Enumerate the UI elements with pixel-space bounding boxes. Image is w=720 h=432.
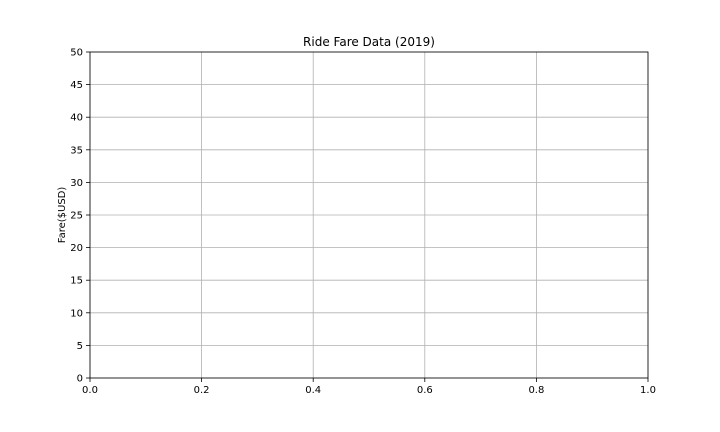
y-tick-label: 25 <box>70 211 83 222</box>
x-tick-label: 0.4 <box>305 385 321 396</box>
x-tick-label: 0.6 <box>417 385 433 396</box>
y-tick-label: 0 <box>77 374 83 385</box>
y-axis: 0 5 10 15 20 25 30 35 40 45 50 <box>70 48 90 385</box>
y-tick-label: 15 <box>70 276 83 287</box>
y-tick-label: 30 <box>70 178 83 189</box>
grid <box>89 51 649 379</box>
y-tick-label: 35 <box>70 145 83 156</box>
y-tick-label: 45 <box>70 80 83 91</box>
x-tick-label: 1.0 <box>640 385 656 396</box>
y-tick-label: 40 <box>70 113 83 124</box>
y-tick-label: 50 <box>70 48 83 59</box>
x-tick-label: 0.8 <box>528 385 544 396</box>
x-tick-label: 0.2 <box>194 385 210 396</box>
y-tick-label: 20 <box>70 243 83 254</box>
y-axis-label: Fare($USD) <box>57 187 68 244</box>
x-tick-label: 0.0 <box>82 385 98 396</box>
y-tick-label: 5 <box>77 341 83 352</box>
x-axis: 0.0 0.2 0.4 0.6 0.8 1.0 <box>82 378 656 396</box>
y-tick-label: 10 <box>70 308 83 319</box>
chart-title: Ride Fare Data (2019) <box>303 35 435 49</box>
